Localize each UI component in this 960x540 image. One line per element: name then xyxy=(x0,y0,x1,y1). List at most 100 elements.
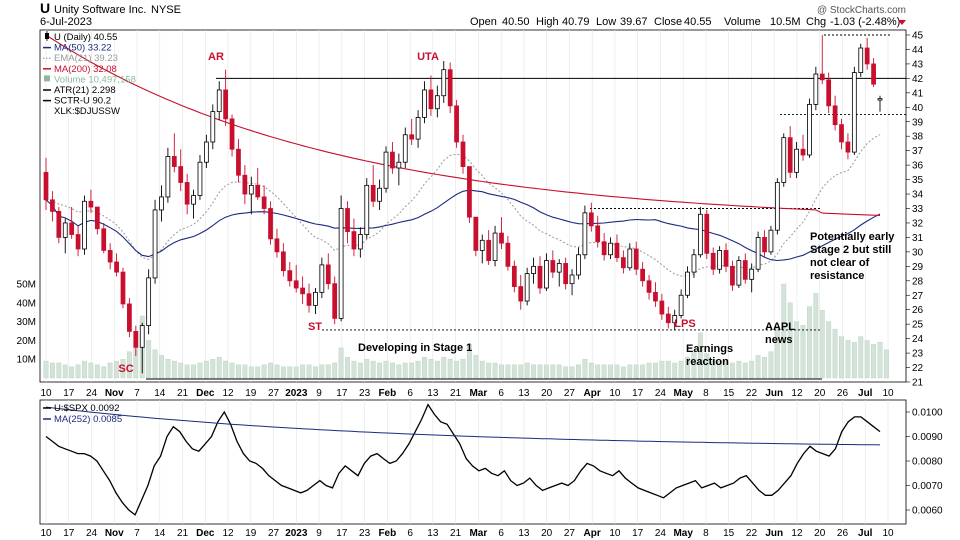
candle-body xyxy=(191,195,196,205)
candle-body xyxy=(43,171,49,201)
price-tick-label: 39 xyxy=(912,117,924,128)
candle-body xyxy=(518,286,524,302)
x-tick-label-bottom: 23 xyxy=(359,528,371,539)
candle-body xyxy=(300,287,305,295)
candle-body xyxy=(133,330,139,348)
volume-bar xyxy=(300,364,306,379)
volume-bar xyxy=(646,362,652,379)
annotation-sc: SC xyxy=(118,363,133,375)
volume-bar xyxy=(165,359,171,379)
candle-body xyxy=(723,250,729,267)
x-tick-label-top: 10 xyxy=(609,388,621,399)
x-tick-label-top: 21 xyxy=(450,388,462,399)
volume-bar xyxy=(774,327,780,379)
volume-bar xyxy=(762,357,767,379)
candle-body xyxy=(813,73,819,105)
candle-body xyxy=(839,124,844,143)
legend-entry: XLK:$DJUSSW xyxy=(54,106,120,117)
volume-bar xyxy=(313,366,318,379)
x-tick-label-top: 6 xyxy=(498,388,504,399)
x-tick-label-top: Feb xyxy=(378,388,396,399)
volume-bar xyxy=(248,366,254,379)
open-label: Open xyxy=(470,16,497,28)
volume-bar xyxy=(800,325,806,379)
candle-body xyxy=(691,254,697,273)
candle-body xyxy=(640,268,646,282)
candle-body xyxy=(383,151,389,189)
candle-body xyxy=(851,72,857,153)
volume-bar xyxy=(563,366,569,379)
annotation-uta: UTA xyxy=(417,51,439,63)
price-tick-label: 25 xyxy=(912,320,924,331)
x-tick-label-top: 7 xyxy=(134,388,140,399)
volume-bar xyxy=(505,364,511,379)
x-tick-label-top: 20 xyxy=(541,388,553,399)
ma50-line xyxy=(45,189,881,262)
legend-entry: MA(200) 32.08 xyxy=(54,64,117,75)
volume-bar xyxy=(319,364,325,379)
candle-body xyxy=(499,232,504,244)
x-tick-label-bottom: 21 xyxy=(450,528,462,539)
candle-body xyxy=(511,265,517,287)
candle-body xyxy=(614,242,620,259)
volume-bar xyxy=(704,353,710,379)
x-tick-label-top: 26 xyxy=(837,388,849,399)
x-tick-label-bottom: 7 xyxy=(134,528,140,539)
candle-body xyxy=(800,148,806,156)
candle-body xyxy=(261,196,267,209)
candle-body xyxy=(717,250,722,270)
candle-body xyxy=(531,265,536,274)
volume-tick-label: 20M xyxy=(17,336,36,347)
volume-bar xyxy=(460,359,466,379)
candle-body xyxy=(82,200,87,250)
candle-body xyxy=(736,260,742,286)
x-tick-label-bottom: Feb xyxy=(378,528,396,539)
volume-bar xyxy=(184,364,190,379)
candle-body xyxy=(306,293,312,306)
candle-body xyxy=(653,291,658,302)
candle-body xyxy=(223,89,229,120)
volume-bar xyxy=(807,306,812,379)
x-tick-label-bottom: 12 xyxy=(791,528,803,539)
x-tick-label-bottom: 10 xyxy=(609,528,621,539)
volume-bar xyxy=(223,360,229,379)
candle-body xyxy=(704,213,710,254)
x-tick-label-bottom: 6 xyxy=(498,528,504,539)
volume-bar xyxy=(422,357,427,379)
candle-body xyxy=(576,254,581,276)
price-tick-label: 38 xyxy=(912,132,924,143)
open-value: 40.50 xyxy=(502,16,530,28)
x-tick-label-top: 19 xyxy=(245,388,257,399)
candle-body xyxy=(370,184,376,202)
candle-body xyxy=(871,63,876,85)
volume-bar xyxy=(524,362,530,379)
volume-bar xyxy=(159,355,164,379)
candle-body xyxy=(204,141,209,163)
legend-entry: U:$SPX 0.0092 xyxy=(54,403,120,414)
exchange: NYSE xyxy=(151,4,181,16)
candle-body xyxy=(159,196,164,211)
candle-body xyxy=(826,79,832,107)
annotations: AR SC ST UTA LPS Developing in Stage 1 E… xyxy=(118,51,895,375)
candle-body xyxy=(229,118,235,150)
close-label: Close xyxy=(654,16,682,28)
candle-body xyxy=(608,242,613,256)
volume-bar xyxy=(338,347,344,379)
x-tick-label-top: 8 xyxy=(703,388,709,399)
x-tick-label-bottom: 17 xyxy=(632,528,644,539)
volume-bar xyxy=(441,357,447,379)
x-tick-label-top: 13 xyxy=(518,388,530,399)
volume-tick-label: 40M xyxy=(17,298,36,309)
candle-body xyxy=(505,242,511,267)
ratio-axis: 0.0060 0.0070 0.0080 0.0090 0.0100 xyxy=(906,408,943,517)
candle-body xyxy=(88,200,94,208)
candle-body xyxy=(633,248,639,270)
candle-body xyxy=(524,273,530,302)
volume-bar xyxy=(171,360,177,379)
x-tick-label-top: Nov xyxy=(105,388,124,399)
ratio-ma-line xyxy=(45,406,881,446)
volume-bar xyxy=(601,364,607,379)
candle-body xyxy=(242,174,248,195)
candle-body xyxy=(171,156,177,167)
candle-body xyxy=(332,283,338,319)
